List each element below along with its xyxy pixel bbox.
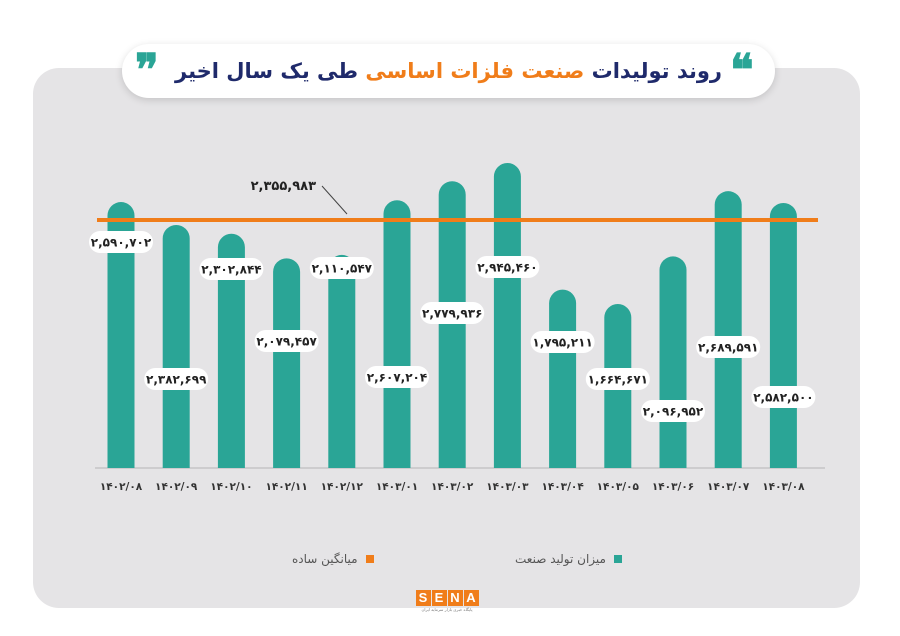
data-label: ۲,۰۹۶,۹۵۲ (643, 405, 704, 419)
legend-item-average: میانگین ساده (292, 552, 374, 566)
x-tick-label: ۱۴۰۳/۰۲ (431, 481, 474, 493)
data-label-bg (530, 331, 595, 353)
x-tick-label: ۱۴۰۲/۱۰ (210, 481, 252, 493)
data-label-bg (144, 368, 209, 390)
data-label: ۲,۵۹۰,۷۰۲ (91, 236, 152, 250)
bar (549, 289, 577, 468)
x-tick-label: ۱۴۰۲/۰۸ (100, 481, 143, 493)
x-tick-label: ۱۴۰۳/۰۵ (597, 481, 640, 493)
x-tick-label: ۱۴۰۳/۰۳ (486, 481, 529, 493)
x-tick-label: ۱۴۰۳/۰۶ (652, 481, 694, 493)
title-part-1: روند تولیدات (591, 59, 723, 83)
bar (714, 191, 742, 468)
title-banner: روند تولیدات صنعت فلزات اساسی طی یک سال … (122, 44, 775, 98)
data-label: ۲,۷۷۹,۹۳۶ (422, 307, 482, 321)
data-label-bg (254, 330, 319, 352)
logo-letter: S (415, 590, 431, 606)
x-tick-label: ۱۴۰۳/۰۴ (541, 481, 584, 493)
data-label: ۲,۰۷۹,۴۵۷ (256, 335, 317, 349)
data-label: ۲,۱۱۰,۵۴۷ (312, 262, 373, 276)
logo-subtext: پایگاه خبری بازار سرمایه ایران (421, 607, 473, 612)
data-label: ۱,۷۹۵,۲۱۱ (532, 336, 592, 350)
data-label-bg (309, 257, 374, 279)
data-label-bg (199, 258, 264, 280)
data-label: ۲,۶۸۹,۵۹۱ (698, 341, 758, 355)
data-label: ۲,۳۸۲,۶۹۹ (146, 373, 207, 387)
data-label: ۲,۳۰۲,۸۴۴ (201, 263, 261, 277)
bar (273, 258, 301, 468)
data-label: ۲,۶۰۷,۲۰۴ (367, 371, 427, 385)
data-label: ۲,۵۸۲,۵۰۰ (753, 391, 813, 405)
data-label-bg (89, 231, 153, 253)
bar (769, 202, 797, 468)
x-tick-label: ۱۴۰۳/۰۱ (376, 481, 418, 493)
x-tick-label: ۱۴۰۲/۱۲ (321, 481, 364, 493)
legend-label-average: میانگین ساده (292, 552, 358, 566)
data-label-bg (585, 368, 650, 390)
data-label-bg (365, 366, 429, 388)
bar (217, 233, 245, 468)
data-label-bg (420, 302, 485, 324)
data-label-bg (641, 400, 705, 422)
average-leader-line (321, 185, 348, 215)
bar (328, 254, 356, 468)
title-highlight: صنعت فلزات اساسی (365, 59, 585, 83)
logo-letter: E (431, 590, 447, 606)
legend-swatch-production (613, 555, 622, 563)
bar (659, 256, 687, 468)
quote-open-icon: ❝ (730, 45, 754, 96)
data-label-bg (696, 336, 761, 358)
title-part-2: طی یک سال اخیر (175, 59, 359, 83)
logo-letter: A (463, 590, 479, 606)
data-label-bg (475, 256, 540, 278)
data-label: ۲,۹۴۵,۴۶۰ (477, 261, 537, 275)
bar (383, 200, 411, 469)
legend-swatch-average (365, 555, 374, 563)
legend-item-production: میزان تولید صنعت (515, 552, 622, 566)
x-tick-label: ۱۴۰۳/۰۸ (762, 481, 805, 493)
average-label: ۲,۳۵۵,۹۸۳ (251, 179, 316, 194)
bar (107, 202, 135, 468)
quote-close-icon: ❞ (135, 45, 159, 96)
x-tick-label: ۱۴۰۲/۱۱ (265, 481, 307, 493)
chart-title: روند تولیدات صنعت فلزات اساسی طی یک سال … (175, 59, 722, 83)
bar (493, 162, 521, 468)
legend-label-production: میزان تولید صنعت (515, 552, 606, 566)
bar (162, 224, 190, 468)
data-label-bg (751, 386, 816, 408)
data-label: ۱,۶۶۴,۶۷۱ (588, 373, 648, 387)
logo-letter: N (447, 590, 463, 606)
bar (438, 181, 466, 468)
x-tick-label: ۱۴۰۲/۰۹ (155, 481, 198, 493)
x-tick-label: ۱۴۰۳/۰۷ (707, 481, 750, 493)
